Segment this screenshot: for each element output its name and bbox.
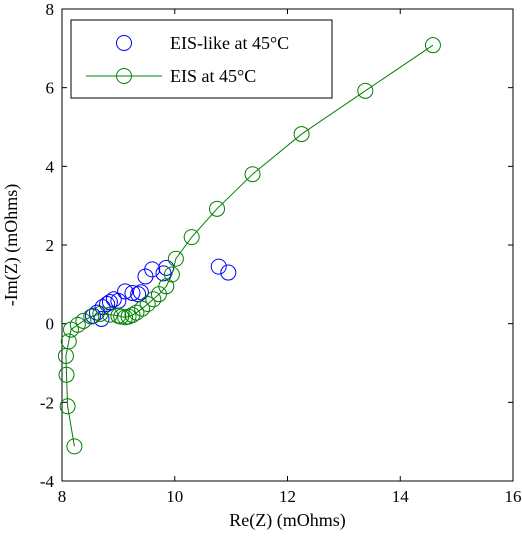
- x-tick-label: 8: [58, 487, 67, 506]
- data-point: [163, 266, 180, 283]
- data-series: [57, 37, 441, 455]
- y-tick-label: -2: [40, 393, 54, 412]
- x-tick-label: 12: [279, 487, 296, 506]
- data-point: [59, 398, 76, 415]
- data-point: [101, 294, 118, 311]
- y-tick-label: -4: [40, 472, 55, 491]
- y-tick-label: 2: [46, 236, 55, 255]
- data-point: [134, 300, 151, 317]
- data-point: [357, 82, 374, 99]
- data-point: [209, 200, 226, 217]
- data-point: [132, 284, 149, 301]
- series-1: [57, 37, 441, 455]
- data-point: [244, 166, 261, 183]
- data-point: [124, 284, 141, 301]
- y-tick-label: 6: [46, 79, 55, 98]
- data-point: [210, 258, 227, 275]
- axis-ticks: 8 10 12 14 16 -4 -2 0 2 4 6 8: [40, 0, 522, 506]
- data-point: [145, 291, 162, 308]
- data-point: [69, 316, 86, 333]
- data-point: [220, 264, 237, 281]
- data-point: [101, 306, 118, 323]
- x-tick-label: 14: [392, 487, 410, 506]
- data-point: [183, 229, 200, 246]
- y-tick-label: 0: [46, 315, 55, 334]
- data-point: [167, 250, 184, 267]
- data-point: [130, 286, 147, 303]
- data-point: [117, 283, 134, 300]
- legend-marker-eis: [116, 68, 132, 84]
- legend-label-eis: EIS at 45°C: [170, 66, 256, 86]
- legend-marker-eis-like: [116, 35, 132, 51]
- legend-label-eis-like: EIS-like at 45°C: [170, 33, 289, 53]
- x-tick-label: 10: [166, 487, 183, 506]
- y-tick-label: 4: [46, 157, 55, 176]
- data-point: [85, 307, 102, 324]
- data-point: [66, 438, 83, 455]
- data-point: [424, 37, 441, 54]
- data-point: [75, 312, 92, 329]
- x-tick-label: 16: [505, 487, 522, 506]
- data-point: [139, 296, 156, 312]
- data-point: [144, 261, 161, 278]
- data-point: [93, 310, 110, 327]
- series-line: [65, 44, 434, 447]
- legend-box: [70, 19, 333, 99]
- data-point: [293, 126, 310, 143]
- data-point: [92, 305, 109, 322]
- data-point: [60, 333, 77, 350]
- y-axis-title: -Im(Z) (mOhms): [1, 184, 22, 306]
- data-point: [128, 304, 145, 321]
- legend: EIS-like at 45°C EIS at 45°C: [70, 19, 333, 99]
- y-tick-label: 8: [46, 0, 55, 19]
- data-point: [83, 308, 100, 325]
- data-point: [58, 366, 75, 383]
- x-axis-title: Re(Z) (mOhms): [229, 510, 345, 531]
- data-point: [124, 307, 141, 324]
